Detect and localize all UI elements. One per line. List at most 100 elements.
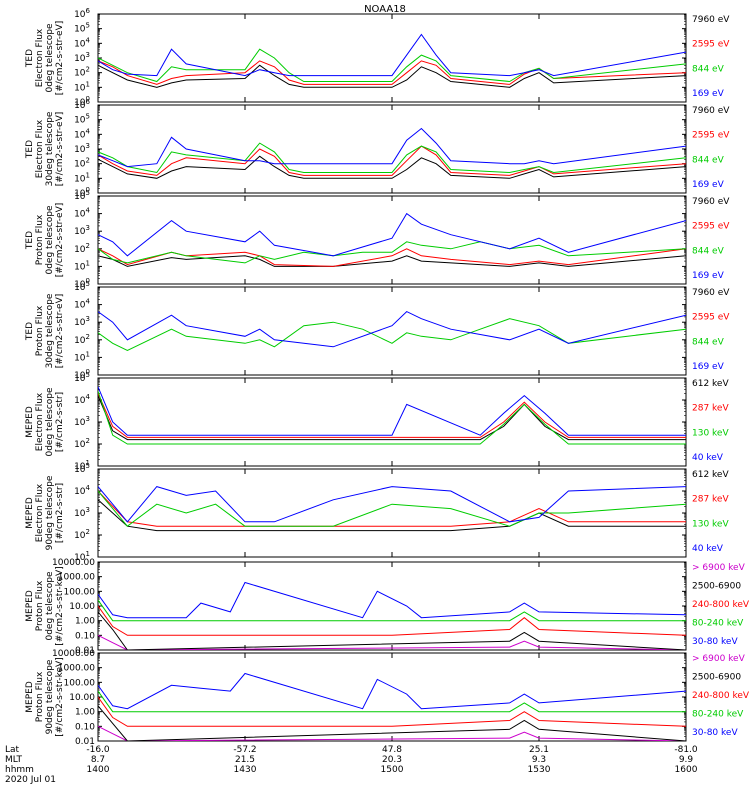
series-line-p1-2 <box>98 48 686 83</box>
legend-entry: 844 eV <box>692 155 725 165</box>
y-axis-label: MEPEDProton Flux90deg telescope[#/cm2-s-… <box>25 657 65 736</box>
y-axis-label: TEDElectron Flux0deg telescope[#/cm2-s-s… <box>25 21 65 96</box>
y-tick-label: 103 <box>74 51 90 64</box>
y-tick-label: 101 <box>74 459 90 472</box>
y-tick-label: 102 <box>74 333 90 346</box>
legend-entry: 80-240 keV <box>692 619 744 629</box>
y-tick-label: 0.01 <box>75 737 95 747</box>
panel-p4: 100 101 102 103 104 105 TEDProton Flux30deg te… <box>25 280 730 381</box>
y-tick-label: 0.01 <box>75 646 95 656</box>
legend-entry: 844 eV <box>692 337 725 347</box>
x-tick-label-mlt: 8.7 <box>91 755 105 765</box>
legend-entry: 30-80 keV <box>692 728 738 738</box>
x-row-label-mlt: MLT <box>5 755 23 765</box>
x-tick-label-hhmm: 1600 <box>675 765 698 775</box>
y-tick-label: 105 <box>74 371 90 384</box>
y-tick-label: 104 <box>74 393 90 406</box>
x-tick-label-lat: 47.8 <box>382 745 402 755</box>
panel-p6: 101 102 103 104 105 MEPEDElectron Flux90deg t… <box>25 462 729 563</box>
legend-entry: 7960 eV <box>692 197 730 207</box>
series-line-p6-2 <box>98 490 686 527</box>
legend-entry: 169 eV <box>692 89 725 99</box>
y-tick-label: 102 <box>74 157 90 170</box>
legend-entry: 287 keV <box>692 404 729 414</box>
legend-entry: 130 keV <box>692 428 729 438</box>
legend-entry: 2595 eV <box>692 222 730 232</box>
legend-entry: 40 keV <box>692 453 724 463</box>
y-tick-label: 103 <box>74 224 90 237</box>
series-line-p7-1 <box>98 611 686 650</box>
y-axis-label: TEDProton Flux30deg telescope[#/cm2-s-st… <box>25 293 65 368</box>
y-axis-label: MEPEDElectron Flux0deg telescope[#/cm2-s… <box>25 387 65 457</box>
series-line-p5-1 <box>98 393 686 438</box>
series-line-p2-0 <box>98 155 686 179</box>
y-tick-label: 102 <box>74 242 90 255</box>
series-line-p1-3 <box>98 33 686 77</box>
legend-entry: 169 eV <box>692 362 725 372</box>
legend-entry: > 6900 keV <box>692 563 746 573</box>
x-tick-label-mlt: 21.5 <box>235 755 255 765</box>
legend-entry: 2595 eV <box>692 131 730 141</box>
legend-entry: 844 eV <box>692 246 725 256</box>
legend-entry: 612 keV <box>692 379 729 389</box>
panel-frame <box>97 377 687 467</box>
series-line-p6-3 <box>98 486 686 523</box>
series-line-p4-1 <box>98 310 686 348</box>
y-tick-label: 105 <box>74 280 90 293</box>
panel-frame <box>97 13 687 103</box>
y-tick-label: 104 <box>74 298 90 311</box>
x-tick-label-hhmm: 1500 <box>381 765 404 775</box>
series-line-p8-2 <box>98 696 686 727</box>
x-date-label: 2020 Jul 01 <box>5 775 56 785</box>
y-tick-label: 100 <box>74 95 90 108</box>
panel-frame <box>97 195 687 285</box>
y-tick-label: 101 <box>74 80 90 93</box>
series-line-p5-0 <box>98 395 686 441</box>
series-line-p8-3 <box>98 690 686 713</box>
legend-entry: 130 keV <box>692 519 729 529</box>
legend-entry: 844 eV <box>692 64 725 74</box>
legend-entry: 7960 eV <box>692 288 730 298</box>
legend-entry: 7960 eV <box>692 106 730 116</box>
legend-entry: 7960 eV <box>692 15 730 25</box>
y-tick-label: 103 <box>74 506 90 519</box>
y-tick-label: 0.10 <box>75 631 95 641</box>
series-line-p3-1 <box>98 248 686 267</box>
y-tick-label: 105 <box>74 189 90 202</box>
legend-entry: > 6900 keV <box>692 654 746 664</box>
legend-entry: 80-240 keV <box>692 710 744 720</box>
x-tick-label-mlt: 9.3 <box>532 755 546 765</box>
series-line-p7-2 <box>98 605 686 636</box>
series-line-p8-0 <box>98 725 686 741</box>
legend-entry: 2595 eV <box>692 313 730 323</box>
y-tick-label: 104 <box>74 36 90 49</box>
series-line-p3-3 <box>98 212 686 257</box>
legend-entry: 169 eV <box>692 271 725 281</box>
y-tick-label: 0.10 <box>75 722 95 732</box>
y-tick-label: 106 <box>74 7 90 20</box>
y-axis-label: TEDElectron Flux30deg telescope[#/cm2-s-… <box>25 111 65 186</box>
legend-entry: 240-800 keV <box>692 600 750 610</box>
series-line-p8-4 <box>98 672 686 710</box>
legend-entry: 2595 eV <box>692 40 730 50</box>
legend-entry: 169 eV <box>692 180 725 190</box>
series-line-p7-3 <box>98 599 686 622</box>
x-tick-label-lat: -16.0 <box>86 745 110 755</box>
y-tick-label: 10000.00 <box>52 558 95 568</box>
y-tick-label: 1.00 <box>75 617 95 627</box>
y-tick-label: 101 <box>74 550 90 563</box>
chart-title: NOAA18 <box>364 4 406 15</box>
series-line-p2-3 <box>98 127 686 168</box>
y-axis-label: TEDProton Flux0deg telescope[#/cm2-s-str… <box>25 203 65 278</box>
panel-p7: 0.010.101.0010.00100.001000.0010000.00ME… <box>25 558 750 656</box>
x-row-label-lat: Lat <box>5 745 20 755</box>
y-tick-label: 102 <box>74 66 90 79</box>
y-tick-label: 101 <box>74 350 90 363</box>
y-tick-label: 103 <box>74 315 90 328</box>
y-tick-label: 105 <box>74 113 90 126</box>
panel-p5: 101 102 103 104 105 MEPEDElectron Flux0deg te… <box>25 371 729 472</box>
